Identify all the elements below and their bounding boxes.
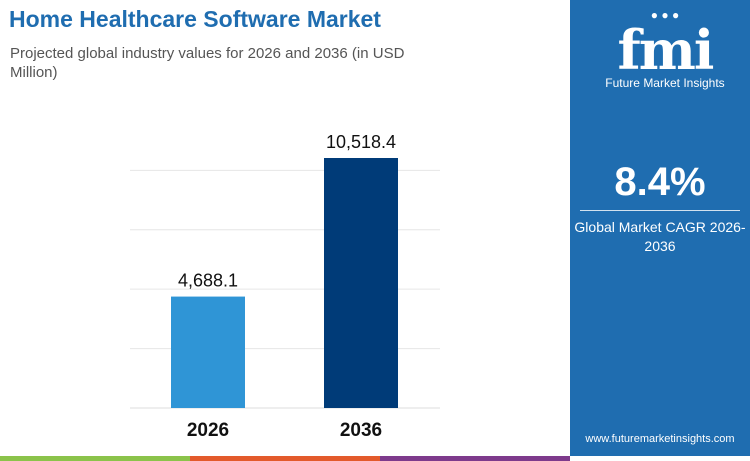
color-stripe [0,456,570,461]
logo-name: Future Market Insights [605,76,725,90]
bar-2026 [171,296,245,408]
stripe-green [0,456,190,461]
x-tick-label: 2036 [340,420,382,441]
divider [580,210,740,211]
chart-subtitle: Projected global industry values for 202… [10,45,405,81]
side-panel: ● ● ● fmi Future Market Insights 8.4% Gl… [570,0,750,456]
globe-icons: ● ● ● [650,8,680,22]
bar-chart: 4,688.1 2026 10,518.4 2036 [130,132,440,441]
x-tick-label: 2026 [187,420,229,441]
chart-title: Home Healthcare Software Market [9,6,381,32]
logo-mark: fmi [617,18,715,82]
bar-2036 [324,158,398,408]
fmi-logo: ● ● ● fmi Future Market Insights [590,8,740,90]
data-label: 4,688.1 [178,271,238,291]
cagr-value: 8.4% [614,160,706,204]
stripe-orange [190,456,380,461]
stripe-purple [380,456,570,461]
data-label: 10,518.4 [326,132,396,152]
website-url: www.futuremarketinsights.com [585,433,735,445]
cagr-label: Global Market CAGR 2026- 2036 [574,219,746,254]
